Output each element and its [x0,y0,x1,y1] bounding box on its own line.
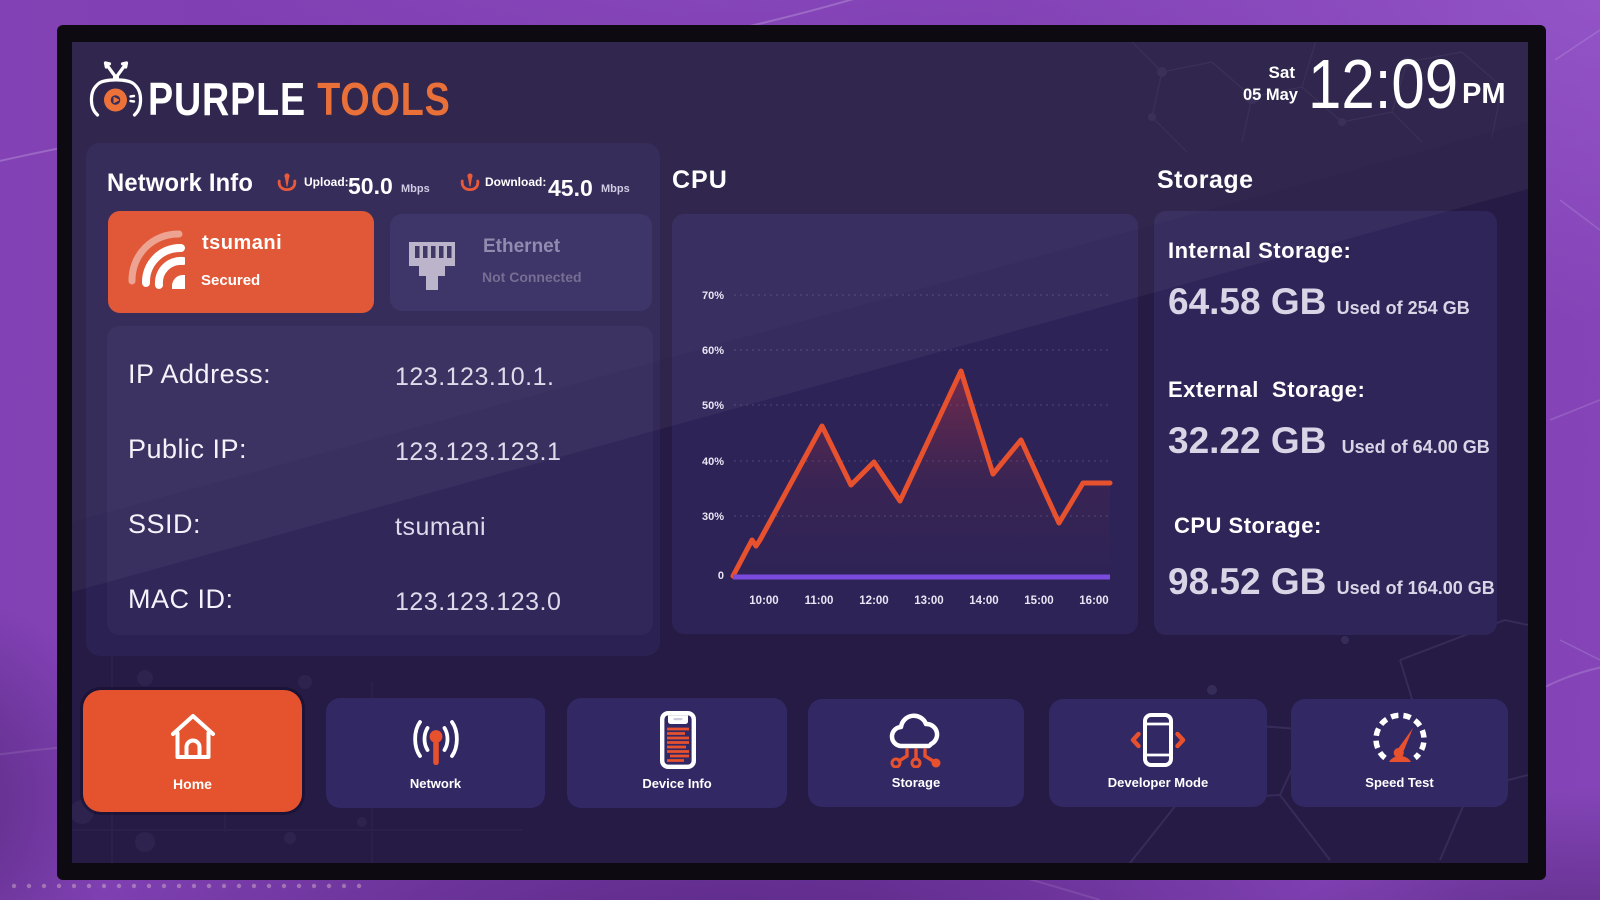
svg-text:70%: 70% [702,290,724,302]
svg-text:0: 0 [718,570,724,582]
svg-text:50%: 50% [702,400,724,412]
svg-text:40%: 40% [702,456,724,468]
svg-text:10:00: 10:00 [749,595,778,607]
svg-text:16:00: 16:00 [1079,595,1108,607]
svg-text:13:00: 13:00 [914,595,943,607]
svg-text:14:00: 14:00 [969,595,998,607]
svg-text:12:00: 12:00 [859,595,888,607]
svg-text:60%: 60% [702,345,724,357]
svg-text:30%: 30% [702,511,724,523]
svg-text:15:00: 15:00 [1024,595,1053,607]
svg-text:11:00: 11:00 [805,595,834,607]
